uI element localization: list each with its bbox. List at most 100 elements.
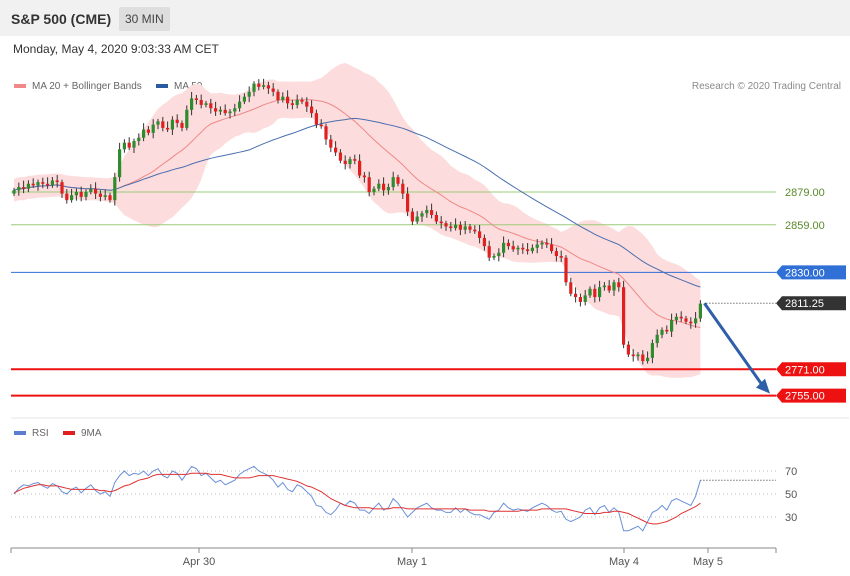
- level-label-1: 2859.00: [785, 220, 825, 232]
- candle-body: [276, 91, 280, 100]
- candle-body: [578, 297, 582, 302]
- candle-body: [665, 329, 669, 332]
- candle-body: [410, 211, 414, 222]
- candle-body: [530, 247, 534, 252]
- candle-body: [338, 152, 342, 161]
- candle-body: [46, 183, 50, 186]
- candle-body: [185, 109, 189, 128]
- candle-body: [175, 119, 179, 123]
- candle-body: [194, 98, 198, 100]
- rsi-9ma-line: [13, 472, 701, 525]
- candle-body: [209, 103, 213, 109]
- candle-body: [74, 191, 78, 196]
- candle-body: [598, 287, 602, 298]
- candle-body: [146, 129, 150, 133]
- candle-body: [454, 224, 458, 229]
- candle-body: [473, 229, 477, 232]
- candle-body: [377, 183, 381, 189]
- candle-body: [314, 113, 318, 125]
- bollinger-band: [14, 63, 701, 378]
- level-label-2: 2830.00: [785, 267, 825, 279]
- level-label-0: 2879.00: [785, 187, 825, 199]
- candle-body: [142, 129, 146, 138]
- candle-body: [674, 316, 678, 321]
- candle-body: [113, 177, 117, 201]
- candle-body: [506, 242, 510, 247]
- candle-body: [617, 282, 621, 288]
- candle-body: [41, 182, 45, 184]
- candle-body: [247, 91, 251, 97]
- rsi-tick-label-0: 70: [785, 466, 797, 478]
- candle-body: [626, 344, 630, 355]
- candle-body: [425, 210, 429, 214]
- candle-body: [670, 320, 674, 332]
- candle-body: [372, 188, 376, 192]
- candle-body: [190, 98, 194, 110]
- rsi-line: [13, 465, 701, 532]
- candle-body: [319, 124, 323, 127]
- level-tag-2: [776, 265, 846, 280]
- candle-body: [386, 187, 390, 191]
- candle-body: [689, 321, 693, 324]
- candle-body: [151, 124, 155, 133]
- candle-body: [367, 177, 371, 192]
- candle-body: [118, 149, 122, 178]
- candle-body: [535, 244, 539, 248]
- candle-body: [434, 214, 438, 222]
- candle-body: [137, 137, 141, 142]
- candle-body: [559, 256, 563, 258]
- legend-ma20-bb: MA 20 + Bollinger Bands: [14, 81, 142, 92]
- candle-body: [593, 288, 597, 298]
- candle-body: [588, 288, 592, 296]
- candle-body: [550, 244, 554, 252]
- candle-body: [266, 85, 270, 89]
- candle-body: [70, 195, 74, 201]
- candle-body: [50, 180, 54, 186]
- candle-body: [161, 121, 165, 128]
- chart-datetime: Monday, May 4, 2020 9:03:33 AM CET: [13, 42, 219, 56]
- candle-body: [430, 210, 434, 215]
- candle-body: [655, 334, 659, 344]
- candle-body: [583, 295, 587, 302]
- candle-body: [218, 109, 222, 112]
- ma20-line: [13, 99, 701, 328]
- projection-arrow-shaft: [703, 302, 766, 389]
- candle-body: [358, 160, 362, 176]
- candle-body: [233, 108, 237, 112]
- candle-body: [458, 224, 462, 230]
- legend-label-rsi: RSI: [32, 428, 49, 439]
- candle-body: [286, 96, 290, 104]
- candle-body: [521, 247, 525, 250]
- level-tag-5: [776, 388, 846, 403]
- level-label-5: 2755.00: [785, 391, 825, 403]
- candle-body: [406, 193, 410, 212]
- candle-body: [228, 111, 232, 114]
- candle-body: [103, 195, 107, 197]
- timeframe-badge[interactable]: 30 MIN: [119, 7, 170, 31]
- rsi-tick-label-2: 30: [785, 512, 797, 524]
- legend-9ma: 9MA: [63, 428, 102, 439]
- legend-swatch-rsi: [14, 431, 26, 436]
- candle-body: [166, 127, 170, 130]
- candle-body: [396, 177, 400, 184]
- candle-body: [526, 249, 530, 252]
- candle-body: [108, 195, 112, 201]
- candle-body: [612, 282, 616, 291]
- candle-body: [26, 183, 30, 189]
- candle-body: [60, 182, 64, 194]
- candle-body: [348, 159, 352, 165]
- candle-body: [502, 242, 506, 253]
- time-label-3: May 5: [693, 556, 723, 568]
- candle-body: [574, 293, 578, 298]
- candle-body: [156, 121, 160, 125]
- candle-body: [511, 246, 515, 250]
- candle-body: [694, 318, 698, 324]
- time-label-2: May 4: [609, 556, 639, 568]
- candle-body: [12, 190, 16, 194]
- candle-body: [257, 83, 261, 87]
- candle-body: [554, 251, 558, 256]
- candle-body: [660, 329, 664, 335]
- candle-body: [641, 354, 645, 362]
- candle-body: [334, 147, 338, 153]
